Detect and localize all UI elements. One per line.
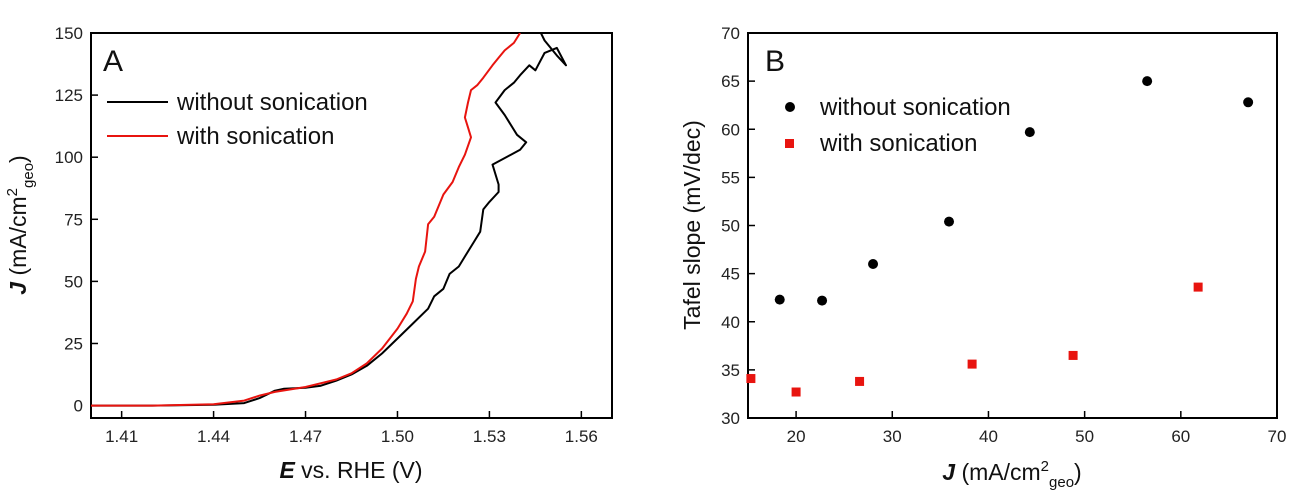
panel-a-x-tick-label: 1.47 xyxy=(289,427,322,446)
panel-a-x-tick-label: 1.44 xyxy=(197,427,230,446)
panel-b-y-tick-label: 30 xyxy=(721,409,740,428)
panel-b-y-tick-label: 70 xyxy=(721,24,740,43)
panel-b-y-tick-label: 65 xyxy=(721,72,740,91)
panel-b-y-tick-label: 55 xyxy=(721,168,740,187)
panel-a-y-tick-label: 100 xyxy=(55,148,83,167)
data-point-without-sonication xyxy=(944,216,955,227)
panel-a-y-tick-label: 0 xyxy=(74,397,83,416)
data-point-with-sonication xyxy=(967,359,977,369)
panel-b-y-tick-label: 40 xyxy=(721,313,740,332)
panel-b: 20 30 40 50 60 70 30 35 40 45 50 55 60 65 70 B without… xyxy=(679,24,1286,491)
panel-a-x-tick-label: 1.56 xyxy=(565,427,598,446)
panel-a-label: A xyxy=(103,45,123,78)
data-point-without-sonication xyxy=(817,295,828,306)
panel-b-x-tick-label: 30 xyxy=(883,427,902,446)
legend-label-with-sonication: with sonication xyxy=(176,123,334,150)
panel-b-y-tick-label: 60 xyxy=(721,120,740,139)
panel-b-label: B xyxy=(765,45,785,78)
data-point-with-sonication xyxy=(791,387,801,397)
panel-b-x-axis-label: J (mA/cm2geo) xyxy=(942,458,1081,491)
panel-a-y-tick-label: 25 xyxy=(64,334,83,353)
panel-b-y-tick-label: 35 xyxy=(721,361,740,380)
panel-b-legend: without sonication with sonication xyxy=(785,94,1011,157)
series-line-with-sonication xyxy=(91,33,521,407)
panel-a-legend: without sonication with sonication xyxy=(107,89,368,150)
panel-b-x-tick-label: 50 xyxy=(1075,427,1094,446)
series-line-without-sonication xyxy=(91,33,567,407)
panel-a: 1.41 1.44 1.47 1.50 1.53 1.56 0 25 50 75 100 125 150… xyxy=(4,24,613,483)
data-point-with-sonication xyxy=(1068,350,1078,360)
data-point-with-sonication xyxy=(1193,282,1203,292)
panel-a-y-tick-label: 125 xyxy=(55,86,83,105)
panel-a-x-tick-label: 1.53 xyxy=(473,427,506,446)
panel-a-y-tick-label: 75 xyxy=(64,210,83,229)
panel-a-plot-frame xyxy=(90,32,613,419)
legend-label-without-sonication: without sonication xyxy=(819,94,1011,121)
panel-b-x-tick-label: 40 xyxy=(979,427,998,446)
data-point-without-sonication xyxy=(1243,97,1254,108)
data-point-without-sonication xyxy=(1024,127,1035,138)
data-point-with-sonication xyxy=(855,376,865,386)
panel-b-ticks: 20 30 40 50 60 70 30 35 40 45 50 55 60 65 70 xyxy=(721,24,1286,446)
panel-b-plot-frame xyxy=(747,32,1278,419)
panel-a-ticks: 1.41 1.44 1.47 1.50 1.53 1.56 0 25 50 75 100 125 150 xyxy=(55,24,598,446)
panel-a-series xyxy=(91,33,567,407)
panel-b-y-tick-label: 50 xyxy=(721,217,740,236)
data-point-without-sonication xyxy=(774,294,785,305)
legend-label-with-sonication: with sonication xyxy=(819,130,977,157)
legend-marker-without-sonication xyxy=(785,102,795,112)
data-point-without-sonication xyxy=(868,259,879,269)
panel-a-y-axis-label: J (mA/cm2geo) xyxy=(4,155,37,294)
legend-marker-with-sonication xyxy=(785,139,794,148)
panel-a-y-tick-label: 50 xyxy=(64,272,83,291)
panel-b-series xyxy=(746,76,1254,397)
data-point-with-sonication xyxy=(746,374,756,384)
legend-label-without-sonication: without sonication xyxy=(176,89,368,116)
panel-a-x-tick-label: 1.41 xyxy=(105,427,138,446)
data-point-without-sonication xyxy=(1142,76,1153,87)
panel-b-y-tick-label: 45 xyxy=(721,265,740,284)
panel-a-y-tick-label: 150 xyxy=(55,24,83,43)
panel-b-x-tick-label: 70 xyxy=(1268,427,1287,446)
panel-b-x-tick-label: 20 xyxy=(787,427,806,446)
panel-a-x-tick-label: 1.50 xyxy=(381,427,414,446)
panel-b-y-axis-label: Tafel slope (mV/dec) xyxy=(679,120,705,330)
panel-b-x-tick-label: 60 xyxy=(1171,427,1190,446)
panel-a-x-axis-label: E vs. RHE (V) xyxy=(279,457,422,483)
